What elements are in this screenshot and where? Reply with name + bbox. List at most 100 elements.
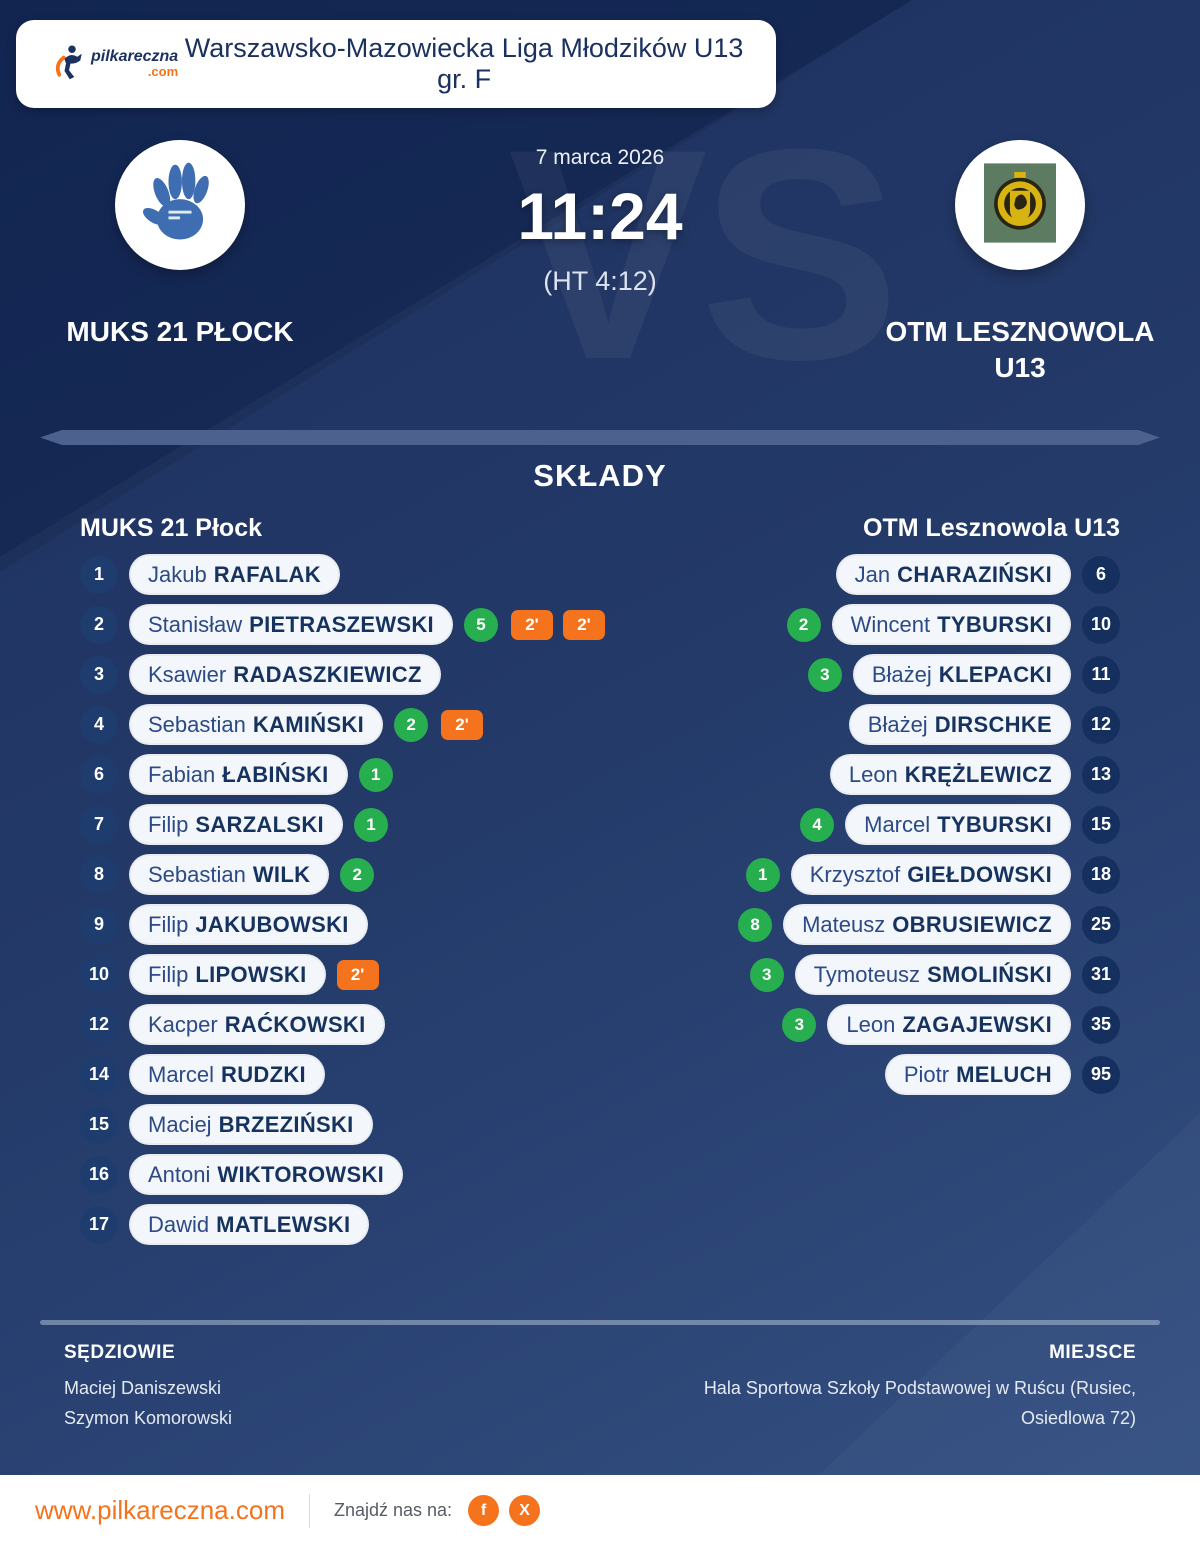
player-name-pill: Marcel RUDZKI bbox=[131, 1056, 323, 1093]
referee-name: Maciej Daniszewski bbox=[64, 1378, 222, 1398]
goals-badge: 4 bbox=[800, 807, 835, 842]
venue-label: MIEJSCE bbox=[1049, 1342, 1136, 1363]
player-number-badge: 15 bbox=[1082, 805, 1120, 844]
player-last-name: RAĆKOWSKI bbox=[224, 1011, 366, 1037]
player-name-pill: Filip JAKUBOWSKI bbox=[131, 906, 366, 943]
player-row: 4 Sebastian KAMIŃSKI 2 2' bbox=[80, 705, 605, 744]
player-name-pill: Wincent TYBURSKI bbox=[833, 606, 1069, 643]
player-row: 9 Filip JAKUBOWSKI bbox=[80, 905, 605, 944]
player-name-pill: Jakub RAFALAK bbox=[131, 556, 338, 593]
player-last-name: RADASZKIEWICZ bbox=[233, 661, 422, 687]
goals-badge: 3 bbox=[749, 957, 784, 992]
goals-badge: 2 bbox=[394, 707, 429, 742]
player-row: Piotr MELUCH 95 bbox=[886, 1055, 1120, 1094]
player-number-badge: 35 bbox=[1082, 1005, 1120, 1044]
home-player-list: 1 Jakub RAFALAK 2 Stanisław PIETRASZEWSKI … bbox=[80, 555, 605, 1244]
player-name-pill: Tymoteusz SMOLIŃSKI bbox=[796, 956, 1069, 993]
player-number-badge: 4 bbox=[80, 705, 118, 744]
player-last-name: RAFALAK bbox=[213, 561, 321, 587]
venue-line: Hala Sportowa Szkoły Podstawowej w Ruścu… bbox=[703, 1378, 1136, 1398]
player-last-name: SMOLIŃSKI bbox=[927, 961, 1052, 987]
player-name-pill: Antoni WIKTOROWSKI bbox=[131, 1156, 402, 1193]
match-info-footer: SĘDZIOWIE Maciej Daniszewski Szymon Komo… bbox=[64, 1342, 1136, 1433]
brand-name: pilkareczna bbox=[91, 48, 179, 65]
site-url-link[interactable]: www.pilkareczna.com bbox=[35, 1495, 285, 1525]
referee-name: Szymon Komorowski bbox=[64, 1408, 233, 1428]
player-number-badge: 17 bbox=[80, 1205, 118, 1244]
player-name-pill: Maciej BRZEZIŃSKI bbox=[131, 1106, 371, 1143]
player-first-name: Mateusz bbox=[802, 911, 886, 937]
league-title: Warszawsko-Mazowiecka Liga Młodzików U13… bbox=[184, 33, 744, 94]
player-last-name: PIETRASZEWSKI bbox=[249, 611, 434, 637]
player-number-badge: 10 bbox=[1082, 605, 1120, 644]
player-number-badge: 15 bbox=[80, 1105, 118, 1144]
player-number-badge: 7 bbox=[80, 805, 118, 844]
player-last-name: MELUCH bbox=[956, 1061, 1052, 1087]
player-first-name: Kacper bbox=[148, 1011, 218, 1037]
player-number-badge: 1 bbox=[80, 555, 118, 594]
player-last-name: RUDZKI bbox=[221, 1061, 306, 1087]
player-name-pill: Leon KRĘŻLEWICZ bbox=[831, 756, 1069, 793]
player-first-name: Filip bbox=[148, 961, 189, 987]
player-row: 12 Kacper RAĆKOWSKI bbox=[80, 1005, 605, 1044]
player-name-pill: Filip LIPOWSKI bbox=[131, 956, 324, 993]
player-last-name: MATLEWSKI bbox=[216, 1211, 351, 1237]
player-number-badge: 12 bbox=[1082, 705, 1120, 744]
player-first-name: Wincent bbox=[850, 611, 931, 637]
player-number-badge: 11 bbox=[1082, 655, 1120, 694]
suspension-badge: 2' bbox=[336, 959, 379, 990]
player-first-name: Piotr bbox=[903, 1061, 950, 1087]
player-name-pill: Marcel TYBURSKI bbox=[847, 806, 1069, 843]
player-row: 4 Marcel TYBURSKI 15 bbox=[800, 805, 1120, 844]
pilkareczna-logo-icon bbox=[54, 43, 84, 86]
match-date: 7 marca 2026 bbox=[535, 146, 665, 169]
player-last-name: KRĘŻLEWICZ bbox=[904, 761, 1052, 787]
player-row: 3 Tymoteusz SMOLIŃSKI 31 bbox=[749, 955, 1120, 994]
player-name-pill: Jan CHARAZIŃSKI bbox=[837, 556, 1069, 593]
player-row: 14 Marcel RUDZKI bbox=[80, 1055, 605, 1094]
find-us-label: Znajdź nas na: bbox=[333, 1500, 453, 1520]
vs-watermark: VS bbox=[507, 86, 900, 422]
player-first-name: Jan bbox=[854, 561, 891, 587]
player-number-badge: 8 bbox=[80, 855, 118, 894]
facebook-icon[interactable]: f bbox=[468, 1495, 500, 1526]
player-name-pill: Dawid MATLEWSKI bbox=[131, 1206, 368, 1243]
player-first-name: Maciej bbox=[148, 1111, 212, 1137]
player-first-name: Jakub bbox=[148, 561, 207, 587]
player-row: 8 Sebastian WILK 2 bbox=[80, 855, 605, 894]
player-last-name: TYBURSKI bbox=[937, 811, 1052, 837]
player-last-name: GIEŁDOWSKI bbox=[907, 861, 1052, 887]
player-row: 8 Mateusz OBRUSIEWICZ 25 bbox=[738, 905, 1120, 944]
away-team-block: OTM LESZNOWOLA U13 bbox=[870, 140, 1170, 386]
player-first-name: Filip bbox=[148, 911, 189, 937]
player-number-badge: 95 bbox=[1082, 1055, 1120, 1094]
venue-line: Osiedlowa 72) bbox=[1020, 1408, 1136, 1428]
player-first-name: Tymoteusz bbox=[813, 961, 921, 987]
home-team-block: MUKS 21 PŁOCK bbox=[30, 140, 330, 386]
player-last-name: KAMIŃSKI bbox=[252, 711, 365, 737]
player-first-name: Fabian bbox=[148, 761, 216, 787]
referees-block: SĘDZIOWIE Maciej Daniszewski Szymon Komo… bbox=[64, 1342, 232, 1433]
x-twitter-icon[interactable]: X bbox=[509, 1495, 541, 1526]
suspension-badge: 2' bbox=[510, 609, 553, 640]
lineups-section-title: SKŁADY bbox=[533, 458, 667, 493]
handprint-icon bbox=[132, 155, 228, 256]
away-team-logo bbox=[955, 140, 1085, 270]
suspensions-group: 2' bbox=[441, 709, 484, 740]
player-last-name: DIRSCHKE bbox=[934, 711, 1052, 737]
player-number-badge: 10 bbox=[80, 955, 118, 994]
suspensions-group: 2' 2' bbox=[510, 609, 605, 640]
suspension-badge: 2' bbox=[562, 609, 605, 640]
player-row: 3 Ksawier RADASZKIEWICZ bbox=[80, 655, 605, 694]
home-team-logo bbox=[115, 140, 245, 270]
away-team-name: OTM LESZNOWOLA U13 bbox=[885, 316, 1155, 383]
player-first-name: Ksawier bbox=[148, 661, 227, 687]
player-row: Leon KRĘŻLEWICZ 13 bbox=[831, 755, 1120, 794]
player-name-pill: Błażej DIRSCHKE bbox=[850, 706, 1069, 743]
suspensions-group: 2' bbox=[336, 959, 379, 990]
player-name-pill: Błażej KLEPACKI bbox=[854, 656, 1069, 693]
lineup-lists: 1 Jakub RAFALAK 2 Stanisław PIETRASZEWSKI … bbox=[80, 555, 1120, 1244]
player-first-name: Marcel bbox=[148, 1061, 215, 1087]
player-row: 7 Filip SARZALSKI 1 bbox=[80, 805, 605, 844]
player-first-name: Leon bbox=[846, 1011, 896, 1037]
